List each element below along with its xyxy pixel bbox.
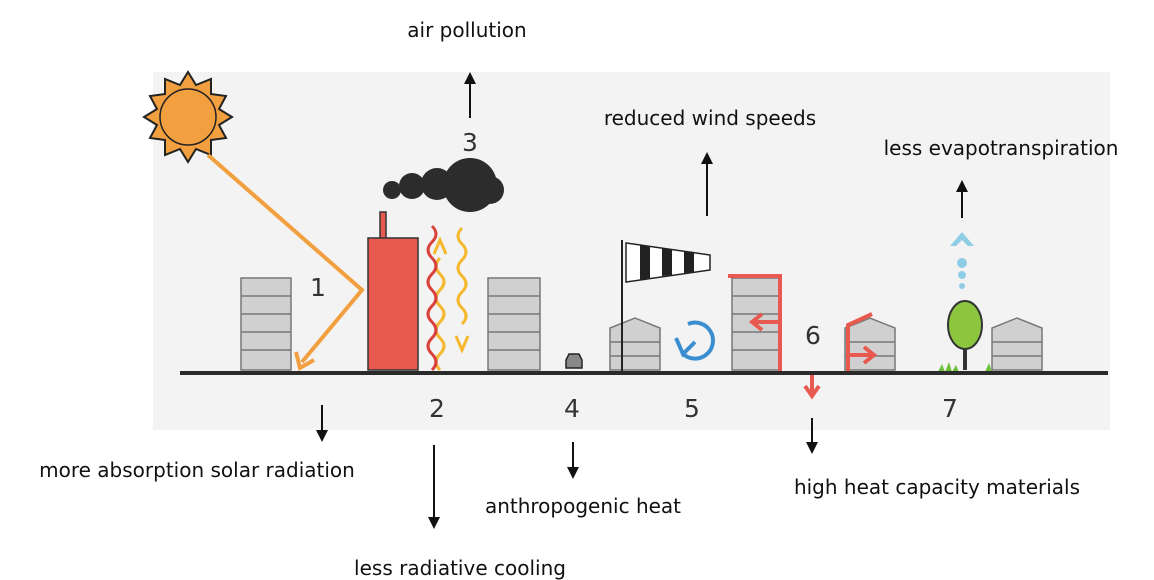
effect-number: 3 <box>462 128 478 157</box>
heat-wave-down <box>456 226 468 326</box>
sun <box>142 70 234 164</box>
smoke <box>383 158 504 212</box>
effect-number: 1 <box>310 273 326 302</box>
windsock <box>621 240 711 372</box>
effect-label: high heat capacity materials <box>794 475 1080 499</box>
effect-number: 7 <box>942 394 958 423</box>
heat-wave-head <box>432 236 448 255</box>
solar-ray <box>206 153 365 364</box>
effect-label: more absorption solar radiation <box>39 458 355 482</box>
wind-eddy-head <box>674 337 697 358</box>
effect-label: reduced wind speeds <box>604 106 816 130</box>
tree <box>938 300 992 372</box>
building <box>487 277 541 371</box>
heat-wave-head <box>454 335 470 354</box>
heat-wave-up <box>434 256 446 372</box>
effect-label: less evapotranspiration <box>884 136 1119 160</box>
wind-eddy <box>681 320 715 361</box>
building <box>240 277 292 371</box>
effect-label: air pollution <box>407 18 526 42</box>
solar-ray-head <box>294 351 315 372</box>
effect-number: 2 <box>429 394 445 423</box>
evaporation <box>950 232 974 289</box>
house <box>991 317 1043 371</box>
radiation-wave <box>426 224 438 372</box>
factory <box>367 211 419 371</box>
effect-number: 4 <box>564 394 580 423</box>
effect-label: anthropogenic heat <box>485 494 681 518</box>
effect-number: 6 <box>805 321 821 350</box>
effect-label: less radiative cooling <box>354 556 566 580</box>
house <box>844 317 896 371</box>
house <box>609 317 661 371</box>
effect-number: 5 <box>684 394 700 423</box>
car <box>565 353 583 369</box>
